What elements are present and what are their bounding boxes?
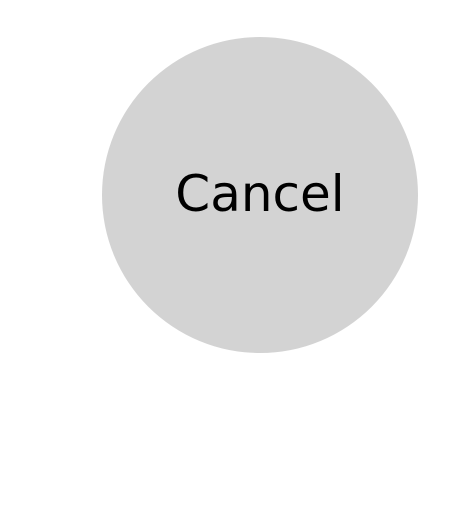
cancel-button[interactable]: Cancel: [102, 37, 418, 353]
cancel-button-label: Cancel: [175, 165, 345, 223]
